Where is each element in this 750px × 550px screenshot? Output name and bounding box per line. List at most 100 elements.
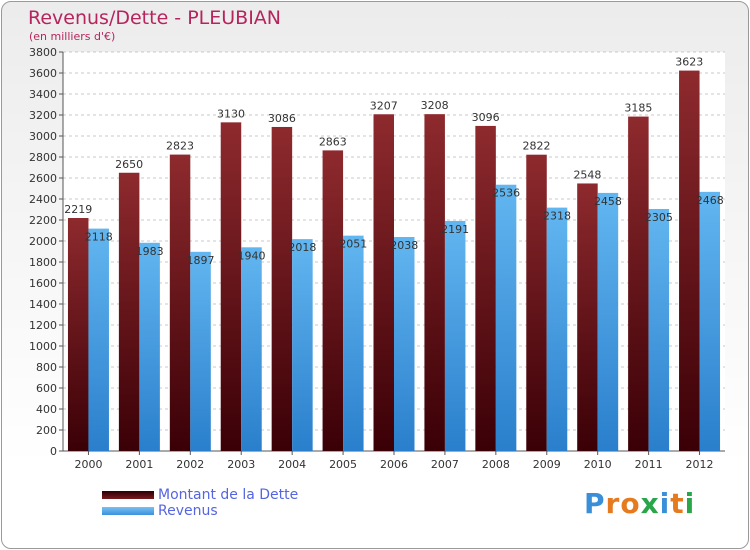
data-label-debt: 3130: [217, 107, 245, 120]
bar-revenue: [241, 247, 262, 451]
x-tick-label: 2004: [278, 458, 306, 471]
data-label-debt: 2863: [319, 135, 347, 148]
x-tick-label: 2003: [227, 458, 255, 471]
y-tick-label: 1000: [29, 340, 57, 353]
bar-debt: [475, 125, 496, 452]
x-tick-label: 2005: [329, 458, 357, 471]
x-tick-label: 2011: [635, 458, 663, 471]
data-label-revenue: 2118: [85, 231, 113, 244]
x-tick-label: 2006: [380, 458, 408, 471]
logo-letter: i: [684, 487, 696, 520]
data-label-revenue: 2051: [339, 238, 367, 251]
y-tick-label: 1600: [29, 277, 57, 290]
y-tick-label: 3600: [29, 67, 57, 80]
bar-debt: [526, 154, 547, 451]
y-tick-label: 2000: [29, 235, 57, 248]
data-label-debt: 3208: [421, 99, 449, 112]
bar-debt: [322, 150, 344, 451]
data-label-revenue: 2191: [441, 223, 469, 236]
x-tick-label: 2012: [686, 458, 714, 471]
logo-letter: r: [605, 487, 621, 520]
bar-debt: [628, 116, 649, 451]
legend-label-revenue: Revenus: [158, 503, 218, 519]
data-label-revenue: 2458: [594, 195, 622, 208]
bar-revenue: [546, 207, 568, 451]
y-tick-label: 600: [36, 382, 57, 395]
bar-revenue: [190, 251, 211, 451]
data-label-revenue: 1897: [187, 254, 215, 267]
y-tick-label: 0: [50, 445, 57, 458]
x-tick-label: 2010: [584, 458, 612, 471]
x-tick-label: 2001: [125, 458, 153, 471]
bar-debt: [577, 183, 598, 451]
data-label-debt: 3096: [472, 111, 500, 124]
bar-revenue: [597, 192, 619, 451]
y-tick-label: 200: [36, 424, 57, 437]
bar-debt: [118, 172, 140, 451]
bar-debt: [67, 218, 89, 451]
bar-revenue: [139, 242, 160, 451]
data-label-debt: 3623: [675, 56, 703, 69]
y-tick-label: 3000: [29, 130, 57, 143]
y-tick-label: 2600: [29, 172, 57, 185]
data-label-revenue: 1983: [136, 245, 164, 258]
data-label-revenue: 1940: [237, 249, 265, 262]
y-tick-label: 2200: [29, 214, 57, 227]
y-tick-label: 1800: [29, 256, 57, 269]
data-label-revenue: 2018: [288, 241, 316, 254]
legend-swatch-debt: [102, 491, 154, 499]
bar-revenue: [495, 184, 517, 451]
y-tick-label: 3200: [29, 109, 57, 122]
data-label-revenue: 2305: [645, 211, 673, 224]
data-label-revenue: 2536: [492, 187, 520, 200]
bar-debt: [271, 126, 293, 451]
data-label-debt: 2650: [115, 158, 143, 171]
y-tick-label: 3400: [29, 88, 57, 101]
data-label-debt: 2823: [166, 140, 194, 153]
bar-revenue: [88, 228, 109, 451]
logo-letter: o: [620, 487, 641, 520]
chart-title: Revenus/Dette - PLEUBIAN: [28, 7, 282, 29]
data-label-debt: 3086: [268, 112, 296, 125]
legend-label-debt: Montant de la Dette: [158, 487, 299, 503]
bar-revenue: [292, 239, 313, 451]
x-tick-label: 2009: [533, 458, 561, 471]
x-tick-label: 2002: [176, 458, 204, 471]
data-label-debt: 3185: [624, 102, 652, 115]
y-tick-label: 3800: [29, 46, 57, 59]
bar-revenue: [648, 208, 670, 451]
proxiti-logo: Proxiti: [584, 487, 695, 520]
y-tick-label: 400: [36, 403, 57, 416]
bar-debt: [373, 114, 394, 451]
logo-letter: t: [670, 487, 685, 520]
bar-debt: [424, 114, 445, 451]
chart-subtitle: (en milliers d'€): [29, 30, 116, 43]
x-tick-label: 2007: [431, 458, 459, 471]
data-label-debt: 2822: [523, 140, 551, 153]
bar-revenue: [699, 191, 721, 452]
data-label-revenue: 2468: [696, 194, 724, 207]
bar-debt: [220, 122, 242, 451]
y-tick-label: 1400: [29, 298, 57, 311]
logo-letter: x: [640, 487, 660, 520]
bar-debt: [679, 70, 700, 452]
x-tick-label: 2008: [482, 458, 510, 471]
bar-revenue: [343, 235, 364, 451]
y-tick-label: 1200: [29, 319, 57, 332]
logo-letter: P: [584, 487, 606, 520]
data-label-revenue: 2318: [543, 210, 571, 223]
y-tick-label: 2400: [29, 193, 57, 206]
data-label-debt: 2219: [64, 203, 92, 216]
logo-letter: i: [659, 487, 671, 520]
data-label-debt: 3207: [370, 99, 398, 112]
bar-debt: [169, 154, 191, 451]
y-tick-label: 800: [36, 361, 57, 374]
y-tick-label: 2800: [29, 151, 57, 164]
legend-swatch-revenue: [102, 507, 154, 515]
data-label-debt: 2548: [573, 168, 601, 181]
x-tick-label: 2000: [74, 458, 102, 471]
data-label-revenue: 2038: [390, 239, 418, 252]
bar-revenue: [394, 237, 415, 451]
